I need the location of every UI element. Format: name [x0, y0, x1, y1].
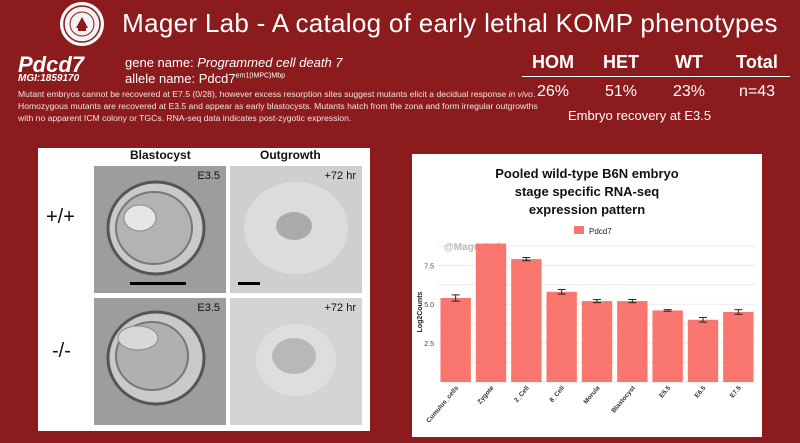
bar	[511, 259, 542, 382]
rna-seq-chart: Pooled wild-type B6N embryo stage specifi…	[417, 166, 756, 425]
rna-seq-chart-panel: Pooled wild-type B6N embryo stage specifi…	[412, 154, 762, 437]
stat-total: Total n=43	[724, 52, 790, 101]
row-label-wt: +/+	[46, 206, 75, 228]
mut-blastocyst-image: E3.5	[94, 298, 226, 425]
stat-value: 26%	[536, 83, 570, 100]
mut-outgrowth-graphic	[256, 324, 336, 396]
y-tick-label: 7.5	[424, 263, 434, 270]
stage-tag: E3.5	[197, 302, 220, 314]
bar	[546, 291, 577, 382]
bar	[687, 319, 719, 382]
gene-symbol: Pdcd7	[18, 52, 85, 77]
x-tick-label: E7.5	[729, 384, 743, 399]
stat-header: HOM	[532, 52, 574, 72]
x-tick-label: Blastocyst	[610, 384, 637, 414]
bar	[617, 301, 648, 382]
allele-name-label: allele name:	[125, 71, 199, 86]
seal-graphic	[63, 5, 101, 43]
chart-watermark: @Mager Lab	[444, 242, 504, 253]
phenotype-description: Mutant embryos cannot be recovered at E7…	[18, 88, 548, 124]
embryo-image-panel: Blastocyst Outgrowth +/+ -/- E3.5 +72 hr…	[38, 148, 370, 431]
stage-tag: +72 hr	[324, 302, 357, 314]
x-tick-label: Zygote	[476, 384, 495, 405]
legend-swatch	[574, 226, 584, 234]
recovery-caption: Embryo recovery at E3.5	[568, 108, 712, 123]
stat-header: HET	[603, 52, 639, 72]
stat-wt: WT 23%	[656, 52, 722, 101]
stage-tag: +72 hr	[324, 170, 357, 182]
page-title: Mager Lab - A catalog of early lethal KO…	[122, 8, 778, 38]
gene-name: gene name: Programmed cell death 7	[125, 55, 343, 70]
col-label-outgrowth: Outgrowth	[260, 148, 321, 162]
y-tick-label: 5.0	[424, 302, 434, 309]
x-tick-label: Cumulus_cells	[425, 385, 460, 425]
chart-title-line: expression pattern	[529, 202, 645, 217]
description-italic: in vivo	[508, 89, 533, 99]
mgi-id: MGI:1859170	[18, 73, 80, 84]
bar	[723, 312, 754, 382]
x-tick-label: Morula	[582, 384, 601, 405]
chart-title-line: stage specific RNA-seq	[515, 184, 660, 199]
wt-outgrowth-graphic	[244, 182, 348, 274]
x-tick-label: 8_Cell	[549, 385, 567, 404]
allele-base: Pdcd7	[198, 71, 236, 86]
stat-value: n=43	[738, 83, 776, 100]
bar	[581, 301, 613, 382]
gene-name-label: gene name:	[125, 55, 198, 70]
bar	[652, 310, 683, 382]
bar	[440, 298, 471, 382]
row-label-mut: -/-	[52, 340, 71, 362]
stat-header: WT	[675, 52, 703, 72]
gene-name-value: Programmed cell death 7	[197, 55, 343, 70]
description-text-2: . Homozygous mutants are recovered at E3…	[18, 89, 538, 123]
bar	[475, 243, 507, 382]
chart-title-line: Pooled wild-type B6N embryo	[495, 166, 679, 181]
recovery-stats: HOM 26% HET 51% WT 23% Total n=43	[520, 52, 790, 101]
description-text-1: Mutant embryos cannot be recovered at E7…	[18, 89, 509, 99]
university-seal-logo	[62, 4, 102, 44]
y-tick-label: 2.5	[424, 341, 434, 348]
scale-bar	[130, 282, 186, 285]
wt-blastocyst-graphic	[106, 180, 206, 276]
stat-het: HET 51%	[588, 52, 654, 101]
col-label-blastocyst: Blastocyst	[130, 148, 191, 162]
wt-outgrowth-image: +72 hr	[230, 166, 362, 293]
x-tick-label: E5.5	[658, 384, 672, 399]
x-tick-label: E6.5	[694, 384, 708, 399]
stage-tag: E3.5	[197, 170, 220, 182]
allele-name: allele name: Pdcd7em1(IMPC)Mbp	[125, 71, 285, 86]
stat-hom: HOM 26%	[520, 52, 586, 101]
stat-value: 51%	[604, 83, 638, 100]
stat-header: Total	[736, 52, 778, 72]
x-tick-label: 2_Cell	[513, 385, 531, 404]
allele-superscript: em1(IMPC)Mbp	[235, 72, 285, 80]
wt-blastocyst-image: E3.5	[94, 166, 226, 293]
legend-label: Pdcd7	[589, 227, 612, 236]
mut-blastocyst-graphic	[106, 310, 206, 406]
y-axis-label: Log2Counts	[417, 291, 424, 332]
scale-bar	[238, 282, 260, 285]
stat-value: 23%	[672, 83, 706, 100]
mut-outgrowth-image: +72 hr	[230, 298, 362, 425]
stats-divider	[522, 76, 790, 77]
